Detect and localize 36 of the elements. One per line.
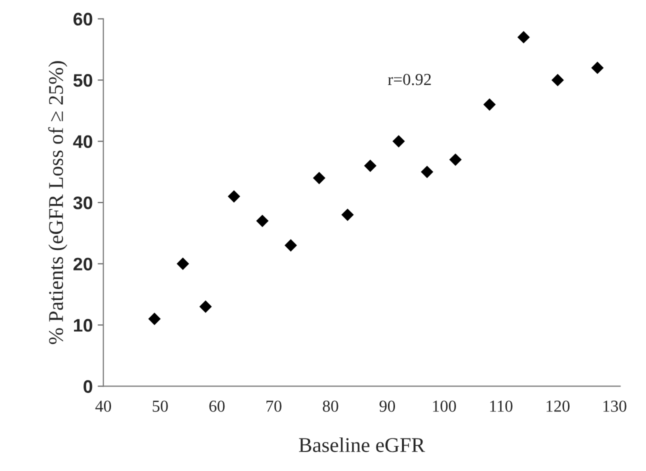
y-tick-label: 30: [73, 196, 92, 210]
y-tick-label: 20: [73, 258, 92, 270]
x-tick-label: 130: [603, 400, 626, 412]
x-tick-label: 110: [490, 400, 512, 412]
point: [517, 31, 530, 44]
x-tick-label: 100: [433, 400, 456, 412]
x-tick-label: 90: [380, 400, 396, 412]
annotation: r=0.92: [388, 74, 431, 86]
y-tick-label: 50: [73, 74, 92, 87]
x-tick-label: 60: [209, 400, 225, 412]
point: [312, 172, 326, 184]
x-tick-label: 120: [546, 400, 570, 412]
point: [341, 208, 354, 221]
point: [392, 135, 405, 148]
point: [449, 153, 462, 166]
point: [420, 166, 434, 178]
x-tick-label: 70: [266, 400, 282, 412]
y-tick-label: 60: [74, 12, 92, 26]
point: [256, 214, 269, 228]
point: [483, 98, 496, 111]
point: [148, 312, 161, 326]
point: [176, 258, 190, 270]
x-tick-label: 50: [152, 400, 168, 412]
point: [199, 300, 212, 313]
y-tick-label: 10: [74, 318, 92, 332]
point: [284, 239, 297, 252]
x-tick-label: 40: [95, 400, 112, 412]
y-tick-label: 0: [84, 380, 92, 393]
point: [551, 74, 564, 86]
x-tick-label: 80: [322, 400, 338, 412]
point: [364, 160, 376, 172]
point: [591, 62, 604, 74]
x-axis-title: Baseline eGFR: [298, 437, 426, 452]
y-axis-title: % Patients (eGFR Loss of ≥ 25%): [48, 61, 68, 344]
y-tick-label: 40: [73, 135, 92, 148]
point: [228, 190, 240, 203]
